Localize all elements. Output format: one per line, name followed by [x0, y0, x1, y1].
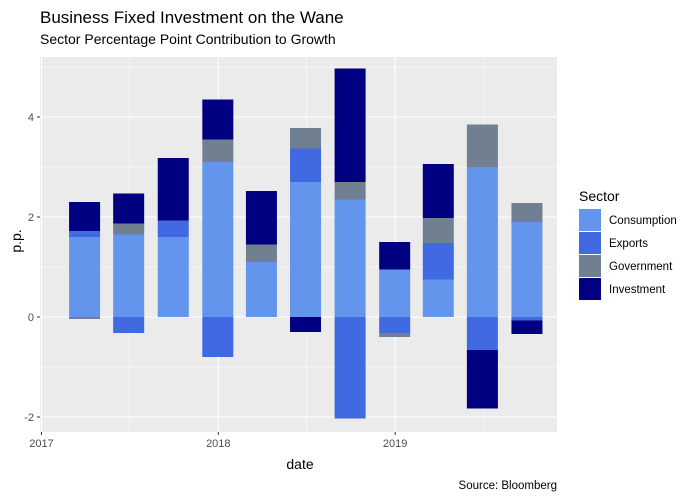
- y-tick-label: 2: [28, 212, 34, 224]
- bar-segment: [69, 202, 101, 231]
- bar-segment: [466, 124, 498, 167]
- bar-segment: [245, 262, 277, 317]
- bar-segment: [379, 269, 411, 317]
- bar-segment: [334, 317, 366, 419]
- bar-segment: [113, 234, 145, 317]
- caption: Source: Bloomberg: [459, 480, 557, 492]
- chart-subtitle: Sector Percentage Point Contribution to …: [40, 31, 336, 47]
- bar-segment: [290, 148, 322, 182]
- y-tick-label: 4: [28, 112, 34, 124]
- bar-segment: [379, 333, 411, 337]
- bar-segment: [113, 317, 145, 333]
- bar-segment: [422, 279, 454, 317]
- bar-segment: [511, 203, 543, 222]
- legend-title: Sector: [579, 188, 620, 204]
- x-tick-label: 2017: [29, 438, 53, 450]
- bars: [69, 68, 543, 419]
- bar-segment: [69, 237, 101, 317]
- bar-segment: [245, 244, 277, 262]
- legend-key: [579, 209, 601, 231]
- x-tick-label: 2019: [383, 438, 407, 450]
- bar-segment: [379, 317, 411, 333]
- bar-segment: [334, 182, 366, 200]
- bar-segment: [379, 242, 411, 270]
- legend-label: Exports: [609, 238, 648, 250]
- legend-label: Government: [609, 261, 673, 273]
- bar-segment: [157, 220, 189, 237]
- y-axis: -2 0 2 4: [24, 112, 40, 424]
- bar-segment: [290, 182, 322, 317]
- legend: Sector Consumption Exports Government Inves…: [579, 188, 677, 300]
- y-tick-label: -2: [24, 412, 34, 424]
- bar-segment: [157, 237, 189, 317]
- bar-segment: [245, 191, 277, 245]
- bar-segment: [290, 317, 322, 332]
- bar-segment: [422, 243, 454, 280]
- bar-segment: [422, 164, 454, 218]
- bar-segment: [202, 139, 234, 162]
- x-axis: 2017 2018 2019: [29, 432, 407, 450]
- bar-segment: [113, 223, 145, 235]
- bar-segment: [466, 350, 498, 409]
- x-axis-title: date: [286, 456, 313, 472]
- bar-segment: [69, 317, 101, 319]
- y-tick-label: 0: [28, 312, 34, 324]
- bar-segment: [69, 231, 101, 237]
- legend-label: Investment: [609, 284, 666, 296]
- bar-segment: [334, 199, 366, 317]
- bar-segment: [466, 167, 498, 317]
- bar-segment: [334, 68, 366, 182]
- legend-key: [579, 232, 601, 254]
- bar-segment: [202, 317, 234, 357]
- chart-title: Business Fixed Investment on the Wane: [40, 8, 344, 27]
- x-tick-label: 2018: [206, 438, 230, 450]
- legend-label: Consumption: [609, 215, 677, 227]
- bar-segment: [466, 317, 498, 350]
- bar-segment: [157, 158, 189, 221]
- bar-segment: [511, 317, 543, 321]
- bar-segment: [511, 222, 543, 317]
- legend-key: [579, 255, 601, 277]
- bar-segment: [113, 193, 145, 224]
- bar-segment: [202, 99, 234, 140]
- y-axis-title: p.p.: [8, 229, 24, 252]
- bar-segment: [511, 320, 543, 334]
- bar-segment: [422, 218, 454, 243]
- legend-key: [579, 278, 601, 300]
- bar-segment: [290, 128, 322, 149]
- bar-segment: [202, 162, 234, 317]
